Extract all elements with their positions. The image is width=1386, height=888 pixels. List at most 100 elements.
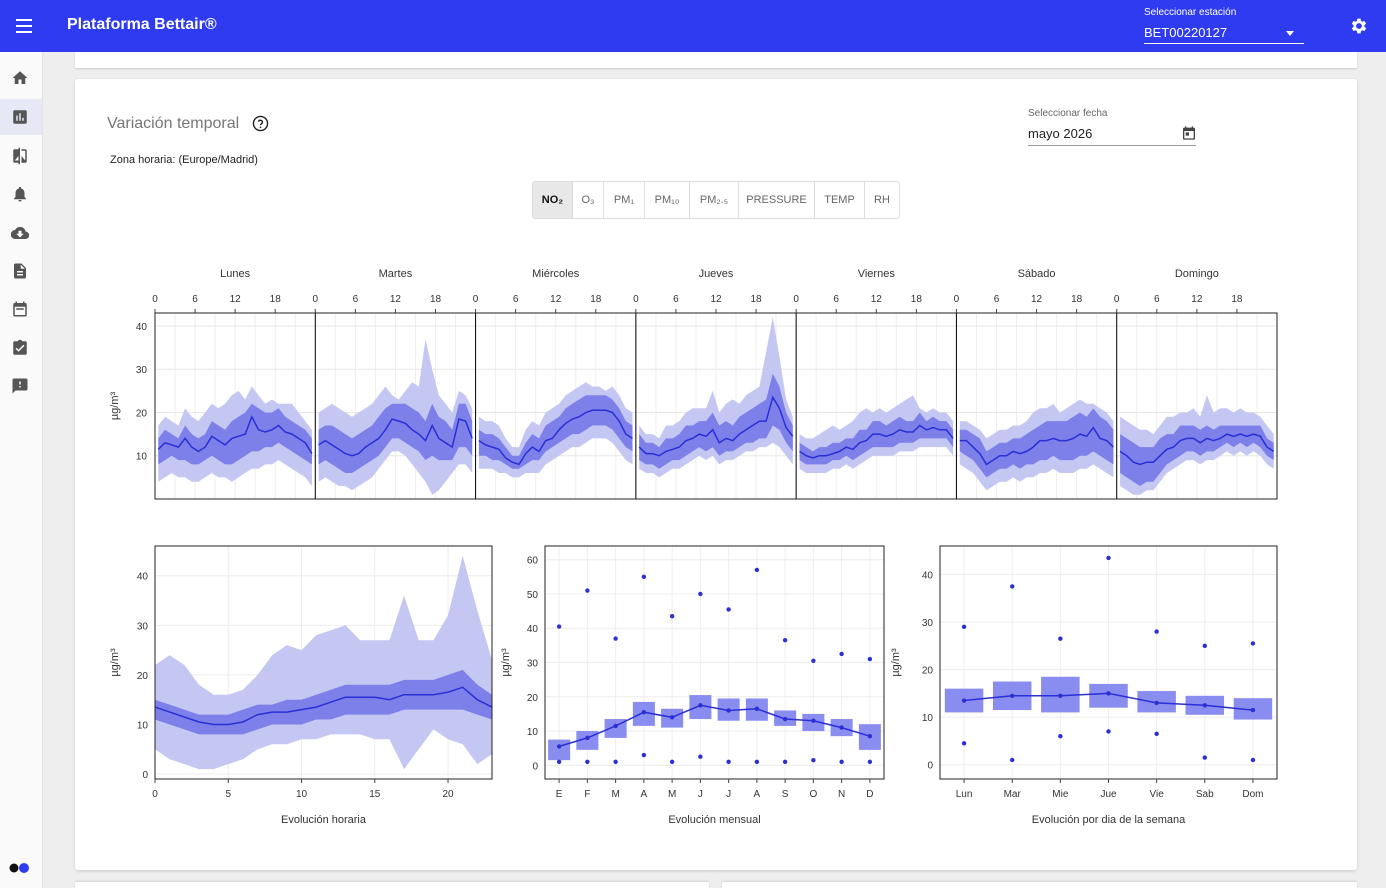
sidebar-item-feedback[interactable] — [0, 368, 42, 404]
x-tick-label: 0 — [152, 789, 158, 800]
y-tick-label: 40 — [137, 572, 149, 583]
chart-icon — [13, 110, 27, 124]
x-tick-label: 20 — [442, 789, 454, 800]
y-tick-label: 10 — [136, 452, 148, 463]
menu-icon[interactable] — [10, 12, 38, 40]
mean-point — [867, 733, 873, 739]
tab-pm1[interactable]: PM₁ — [604, 182, 645, 218]
max-point — [669, 614, 675, 619]
max-point — [585, 588, 590, 593]
top-app-bar: Plataforma Bettair® Seleccionar estación… — [0, 0, 1386, 52]
section-title: Variación temporal — [107, 115, 240, 132]
sidebar-item-download[interactable] — [0, 215, 42, 251]
tab-temp[interactable]: TEMP — [815, 182, 865, 218]
min-point — [1010, 757, 1015, 763]
y-axis-label: µg/m³ — [109, 648, 121, 677]
min-point — [556, 759, 562, 765]
hour-tick-label: 18 — [751, 294, 763, 305]
x-tick-label: S — [782, 789, 789, 800]
x-tick-label: J — [698, 789, 703, 800]
min-point — [839, 759, 844, 765]
max-point — [811, 658, 816, 663]
band-inner — [318, 403, 473, 473]
x-tick-label: Mar — [1004, 789, 1022, 800]
caret-down-icon — [1286, 31, 1294, 36]
min-point — [1106, 729, 1111, 734]
band-inner — [639, 373, 793, 469]
band-inner — [155, 669, 492, 735]
x-tick-label: Dom — [1242, 789, 1263, 800]
date-picker-input[interactable]: mayo 2026 — [1028, 124, 1196, 146]
sidebar-item-reports[interactable] — [0, 253, 42, 289]
mean-point — [1250, 707, 1256, 713]
tab-pm25[interactable]: PM₂.₅ — [690, 182, 739, 218]
hour-tick-label: 12 — [1191, 294, 1203, 305]
min-point — [726, 759, 731, 765]
x-tick-label: 5 — [225, 789, 231, 800]
hour-tick-label: 6 — [833, 294, 839, 305]
y-tick-label: 20 — [137, 671, 149, 682]
max-point — [754, 567, 760, 573]
x-tick-label: Vie — [1150, 789, 1165, 800]
help-icon[interactable] — [252, 115, 269, 132]
y-tick-label: 60 — [527, 556, 539, 567]
tab-pm10[interactable]: PM₁₀ — [645, 182, 690, 218]
hour-tick-label: 12 — [230, 294, 242, 305]
mean-point — [782, 716, 788, 722]
tab-no2[interactable]: NO₂ — [533, 182, 573, 218]
day-label: Lunes — [220, 268, 250, 280]
sidebar-item-calendar[interactable] — [0, 291, 42, 327]
hour-tick-label: 12 — [550, 294, 562, 305]
sidebar-item-tasks[interactable] — [0, 330, 42, 366]
calendar-icon[interactable] — [1181, 125, 1197, 141]
day-label: Martes — [379, 268, 413, 280]
band-inner — [1120, 425, 1274, 486]
mean-point — [613, 723, 618, 729]
y-tick-label: 30 — [527, 659, 539, 670]
home-icon — [12, 71, 28, 84]
tab-o3[interactable]: O₃ — [573, 182, 604, 218]
hour-tick-label: 0 — [152, 294, 158, 305]
y-tick-label: 20 — [136, 408, 148, 419]
tab-pressure[interactable]: PRESSURE — [739, 182, 815, 218]
bell-icon — [14, 186, 26, 202]
mean-point — [641, 709, 647, 715]
y-axis-label: µg/m³ — [109, 391, 121, 420]
min-point — [811, 757, 816, 763]
mean-point — [811, 718, 816, 723]
x-tick-label: N — [838, 789, 845, 800]
y-tick-label: 20 — [527, 693, 539, 704]
y-tick-label: 0 — [142, 770, 148, 781]
gear-icon[interactable] — [1349, 16, 1369, 36]
sidebar-item-compare[interactable] — [0, 138, 42, 174]
sidebar — [0, 52, 43, 888]
y-tick-label: 50 — [527, 590, 539, 601]
x-tick-label: O — [809, 789, 817, 800]
x-axis-label: Evolución horaria — [281, 814, 367, 826]
y-tick-label: 30 — [136, 365, 148, 376]
sidebar-item-home[interactable] — [0, 60, 42, 96]
max-point — [1106, 555, 1111, 561]
sidebar-item-alerts[interactable] — [0, 176, 42, 212]
box — [1089, 683, 1128, 708]
x-tick-label: J — [726, 789, 731, 800]
monthly-evolution-chart: E F M A M J J A S O N D 0 10 20 30 40 50 60 Evolución mensu… — [500, 545, 885, 826]
mean-line — [1119, 433, 1275, 466]
date-picker-label: Seleccionar fecha — [1028, 108, 1108, 119]
station-select[interactable]: BET00220127 — [1144, 22, 1304, 44]
y-tick-label: 40 — [922, 571, 934, 582]
mean-line — [959, 426, 1114, 466]
x-axis-label: Evolución por dia de la semana — [1032, 814, 1186, 826]
compare-icon — [13, 147, 27, 165]
document-icon — [14, 263, 26, 279]
y-tick-label: 10 — [922, 713, 934, 724]
max-point — [1058, 636, 1063, 641]
y-tick-label: 10 — [527, 727, 539, 738]
y-tick-label: 0 — [532, 761, 538, 772]
x-tick-label: F — [584, 789, 590, 800]
sidebar-item-charts[interactable] — [0, 99, 42, 135]
hour-tick-label: 12 — [710, 294, 722, 305]
tab-rh[interactable]: RH — [874, 194, 890, 206]
x-tick-label: 15 — [369, 789, 381, 800]
hour-tick-label: 18 — [911, 294, 923, 305]
